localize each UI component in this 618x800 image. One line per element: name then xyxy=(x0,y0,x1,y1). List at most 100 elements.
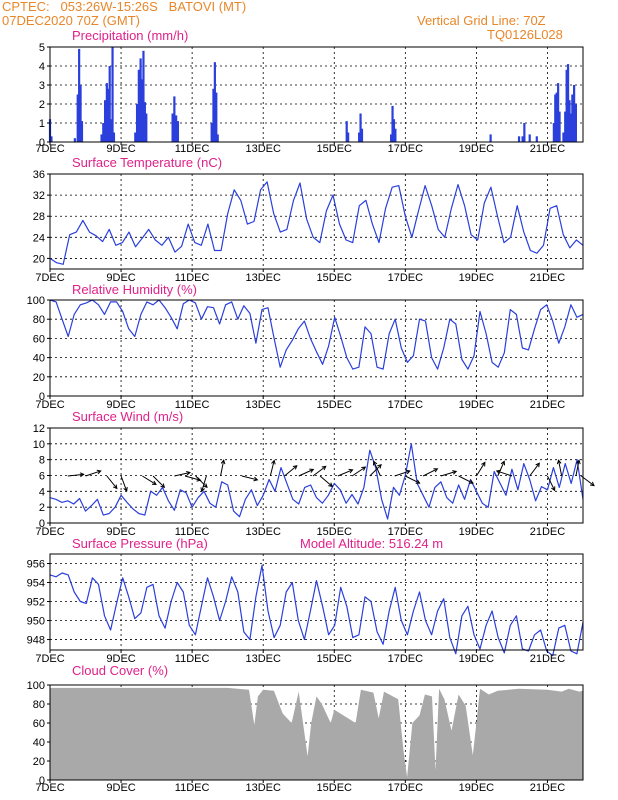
y-tick-label: 6 xyxy=(39,471,45,483)
wind-arrow xyxy=(152,475,165,488)
temp-line xyxy=(49,181,584,265)
precip-bar xyxy=(571,94,574,142)
cloud-title: Cloud Cover (%) xyxy=(72,663,168,678)
y-tick-label: 0 xyxy=(39,775,45,787)
wind-title: Surface Wind (m/s) xyxy=(72,409,183,424)
y-tick-label: 80 xyxy=(33,699,45,711)
wind-arrow-head xyxy=(160,483,166,489)
x-tick-label: 21DEC xyxy=(530,399,566,411)
precip-bar xyxy=(573,85,576,142)
x-tick-label: 17DEC xyxy=(388,653,424,665)
wind-arrow-head xyxy=(292,465,298,470)
wind-arrow xyxy=(496,470,513,477)
y-tick-label: 20 xyxy=(33,372,45,384)
wind-arrow-head xyxy=(203,483,208,489)
x-tick-label: 7DEC xyxy=(35,143,64,155)
precip-bar xyxy=(555,92,558,142)
x-tick-label: 11DEC xyxy=(175,143,210,155)
x-tick-label: 7DEC xyxy=(35,399,64,411)
x-tick-label: 9DEC xyxy=(106,143,135,155)
y-tick-label: 950 xyxy=(27,616,45,628)
panel-frame xyxy=(49,173,584,270)
wind-arrow-head xyxy=(112,484,118,490)
precip-bar xyxy=(171,113,174,142)
precip-bar xyxy=(390,134,393,142)
x-tick-label: 17DEC xyxy=(388,399,424,411)
x-tick-label: 19DEC xyxy=(459,526,495,538)
wind-arrow xyxy=(440,470,457,477)
wind-arrow-head xyxy=(576,459,581,465)
y-tick-label: 24 xyxy=(33,232,45,244)
wind-arrow-head xyxy=(96,469,102,475)
wind-arrow-head xyxy=(500,460,506,466)
y-tick-label: 952 xyxy=(27,597,45,609)
wind-arrow xyxy=(547,475,556,491)
wind-arrow xyxy=(195,475,208,488)
precip-bar xyxy=(143,102,146,142)
pres-line xyxy=(49,564,584,657)
precip-bar xyxy=(112,132,116,142)
wind-arrow xyxy=(269,460,275,477)
panel-frame xyxy=(49,299,584,397)
precip-bar xyxy=(564,111,567,142)
x-tick-label: 19DEC xyxy=(459,272,495,284)
wind-arrow xyxy=(67,473,84,477)
pres-title: Surface Pressure (hPa) xyxy=(72,536,208,551)
precip-bar xyxy=(79,85,82,142)
precip-bar xyxy=(145,113,148,142)
precip-bar xyxy=(111,47,114,142)
x-tick-label: 21DEC xyxy=(530,526,566,538)
wind-arrow xyxy=(337,469,353,477)
y-tick-label: 954 xyxy=(27,578,45,590)
precip-bar xyxy=(78,48,81,142)
wind-arrow-head xyxy=(151,480,157,486)
precip-bar xyxy=(73,138,76,142)
y-tick-label: 40 xyxy=(33,353,45,365)
y-tick-label: 100 xyxy=(27,680,45,692)
precip-bar xyxy=(528,134,531,142)
precip-bar xyxy=(212,88,215,142)
header-grid-line: Vertical Grid Line: 70Z xyxy=(417,13,546,28)
y-tick-label: 4 xyxy=(39,486,45,498)
precip-bar xyxy=(360,128,364,142)
precip-bar xyxy=(359,113,362,142)
x-tick-label: 11DEC xyxy=(175,399,210,411)
x-tick-label: 15DEC xyxy=(317,526,353,538)
wind-arrow-head xyxy=(452,470,458,475)
x-tick-label: 19DEC xyxy=(459,782,495,794)
y-tick-label: 80 xyxy=(33,314,45,326)
precip-bar xyxy=(392,119,396,142)
y-tick-label: 5 xyxy=(39,42,45,54)
precip-bar xyxy=(102,123,105,142)
precip-bar xyxy=(391,105,394,142)
x-tick-label: 21DEC xyxy=(530,653,566,665)
y-tick-label: 0 xyxy=(39,137,45,149)
wind-arrow-head xyxy=(377,463,382,469)
x-tick-label: 17DEC xyxy=(388,782,424,794)
x-tick-label: 9DEC xyxy=(106,399,135,411)
wind-arrow xyxy=(85,470,101,477)
precip-bar xyxy=(100,134,103,142)
precip-bar xyxy=(565,69,568,142)
precip-bar xyxy=(558,111,561,142)
precip-bar xyxy=(175,115,178,142)
y-tick-label: 948 xyxy=(27,635,45,647)
wind-arrow xyxy=(319,475,333,487)
wind-arrow xyxy=(458,475,474,484)
wind-arrow xyxy=(220,460,225,477)
precip-bar xyxy=(213,62,216,143)
precip-bar xyxy=(535,136,538,142)
x-tick-label: 9DEC xyxy=(106,782,135,794)
y-tick-label: 8 xyxy=(39,455,45,467)
x-tick-label: 11DEC xyxy=(175,782,210,794)
wind-arrow-head xyxy=(321,465,327,471)
wind-arrow xyxy=(558,460,563,477)
precip-bar xyxy=(173,96,176,142)
precip-bar xyxy=(345,121,348,142)
precip-bar xyxy=(110,119,113,142)
wind-arrow-head xyxy=(556,459,562,465)
wind-arrow-head xyxy=(309,468,315,473)
wind-arrow-head xyxy=(551,486,556,492)
x-tick-label: 19DEC xyxy=(459,653,495,665)
